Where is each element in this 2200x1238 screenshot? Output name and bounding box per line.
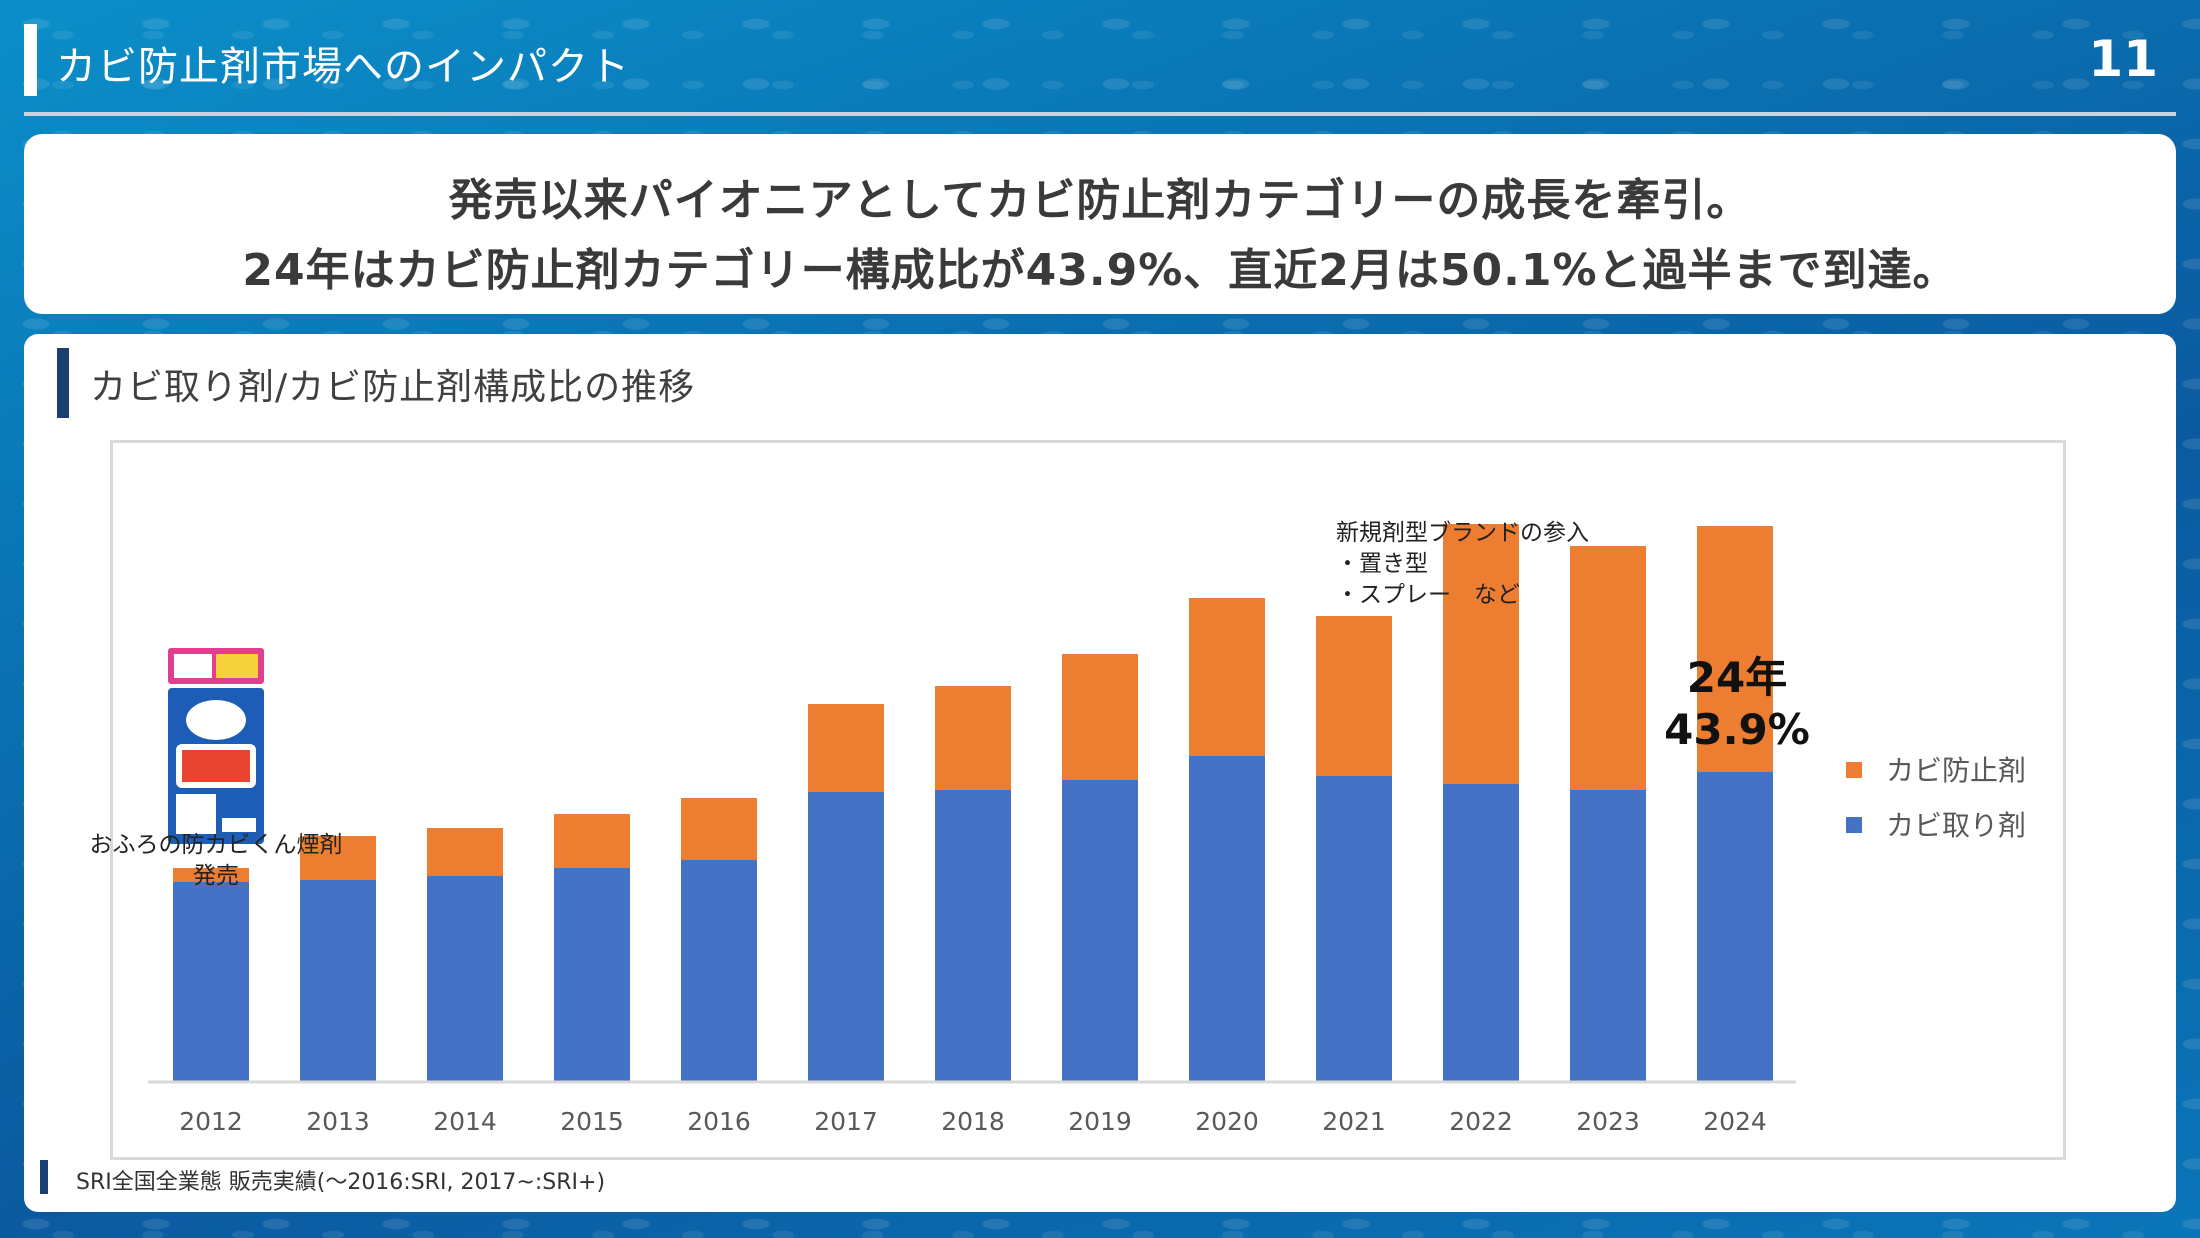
bar-kabi-toriza-2016 — [681, 860, 757, 1082]
highlight-share: 43.9% — [1664, 705, 1810, 754]
bar-kabi-toriza-2017 — [808, 792, 884, 1082]
section-accent-bar — [57, 348, 69, 418]
x-tick-label-2024: 2024 — [1703, 1107, 1767, 1136]
annotation-line-2: ・置き型 — [1336, 551, 1428, 577]
legend-swatch-kabi-toriza — [1846, 817, 1862, 833]
page-title: カビ防止剤市場へのインパクト — [56, 44, 630, 90]
bar-kabi-boshiza-2021 — [1316, 616, 1392, 776]
x-tick-label-2017: 2017 — [814, 1107, 878, 1136]
bar-kabi-toriza-2015 — [554, 868, 630, 1082]
x-tick-label-2016: 2016 — [687, 1107, 751, 1136]
bar-group — [173, 524, 1773, 1082]
bar-kabi-toriza-2019 — [1062, 780, 1138, 1082]
bar-kabi-boshiza-2012 — [173, 868, 249, 882]
bar-kabi-toriza-2012 — [173, 882, 249, 1082]
chart-card: カビ取り剤/カビ防止剤構成比の推移 2012 2013 2014 2015 2016 20… — [24, 334, 2176, 1212]
x-tick-label-2013: 2013 — [306, 1107, 370, 1136]
bar-kabi-boshiza-2018 — [935, 686, 1011, 790]
section-title: カビ取り剤/カビ防止剤構成比の推移 — [90, 367, 696, 408]
product-caption-line-2: 発売 — [193, 863, 239, 889]
bar-kabi-toriza-2013 — [300, 880, 376, 1082]
bar-kabi-boshiza-2023 — [1570, 546, 1646, 790]
bar-kabi-boshiza-2015 — [554, 814, 630, 868]
bar-kabi-boshiza-2014 — [427, 828, 503, 876]
x-tick-label-2020: 2020 — [1195, 1107, 1259, 1136]
stacked-bar-chart: 2012 2013 2014 2015 2016 2017 2018 2019 2020 2021… — [90, 520, 2027, 1136]
product-package-image — [168, 648, 264, 844]
x-tick-label-2023: 2023 — [1576, 1107, 1640, 1136]
bar-kabi-boshiza-2022 — [1443, 524, 1519, 784]
bar-kabi-boshiza-2017 — [808, 704, 884, 792]
plot-frame — [110, 440, 2066, 1160]
x-tick-label-2018: 2018 — [941, 1107, 1005, 1136]
page-number: 11 — [2088, 30, 2158, 88]
x-tick-label-2021: 2021 — [1322, 1107, 1386, 1136]
header-accent-bar — [24, 24, 37, 96]
product-caption-line-1: おふろの防カビくん煙剤 — [90, 832, 343, 858]
x-tick-label-2019: 2019 — [1068, 1107, 1132, 1136]
bar-kabi-toriza-2018 — [935, 790, 1011, 1082]
bar-kabi-toriza-2021 — [1316, 776, 1392, 1082]
bar-kabi-boshiza-2019 — [1062, 654, 1138, 780]
bar-kabi-boshiza-2020 — [1189, 598, 1265, 756]
legend-label-kabi-boshiza: カビ防止剤 — [1886, 754, 2026, 787]
legend-label-kabi-toriza: カビ取り剤 — [1886, 809, 2026, 842]
bar-kabi-toriza-2023 — [1570, 790, 1646, 1082]
x-tick-label-2012: 2012 — [179, 1107, 243, 1136]
x-tick-label-2015: 2015 — [560, 1107, 624, 1136]
bar-kabi-toriza-2020 — [1189, 756, 1265, 1082]
highlight-year: 24年 — [1687, 653, 1787, 702]
x-tick-label-2022: 2022 — [1449, 1107, 1513, 1136]
headline-card: 発売以来パイオニアとしてカビ防止剤カテゴリーの成長を牽引。 24年はカビ防止剤カ… — [24, 134, 2176, 314]
header-divider — [24, 112, 2176, 116]
x-tick-label-2014: 2014 — [433, 1107, 497, 1136]
bar-kabi-toriza-2014 — [427, 876, 503, 1082]
bar-kabi-boshiza-2016 — [681, 798, 757, 860]
headline-line-1: 発売以来パイオニアとしてカビ防止剤カテゴリーの成長を牽引。 — [448, 175, 1752, 226]
bar-kabi-toriza-2024 — [1697, 772, 1773, 1082]
annotation-line-1: 新規剤型ブランドの参入 — [1336, 520, 1589, 546]
bar-kabi-boshiza-2024 — [1697, 526, 1773, 772]
annotation-line-3: ・スプレー など — [1336, 582, 1520, 608]
bar-kabi-boshiza-2013 — [300, 836, 376, 880]
headline-line-2: 24年はカビ防止剤カテゴリー構成比が43.9%、直近2月は50.1%と過半まで到… — [242, 245, 1958, 296]
x-tick-labels: 2012 2013 2014 2015 2016 2017 2018 2019 2020 2021… — [179, 1107, 1767, 1136]
header-bar: カビ防止剤市場へのインパクト 11 — [0, 0, 2200, 116]
source-accent-bar — [40, 1160, 48, 1194]
source-note: SRI全国全業態 販売実績(～2016:SRI, 2017~:SRI+) — [76, 1170, 606, 1195]
bar-kabi-toriza-2022 — [1443, 784, 1519, 1082]
legend-swatch-kabi-boshiza — [1846, 762, 1862, 778]
